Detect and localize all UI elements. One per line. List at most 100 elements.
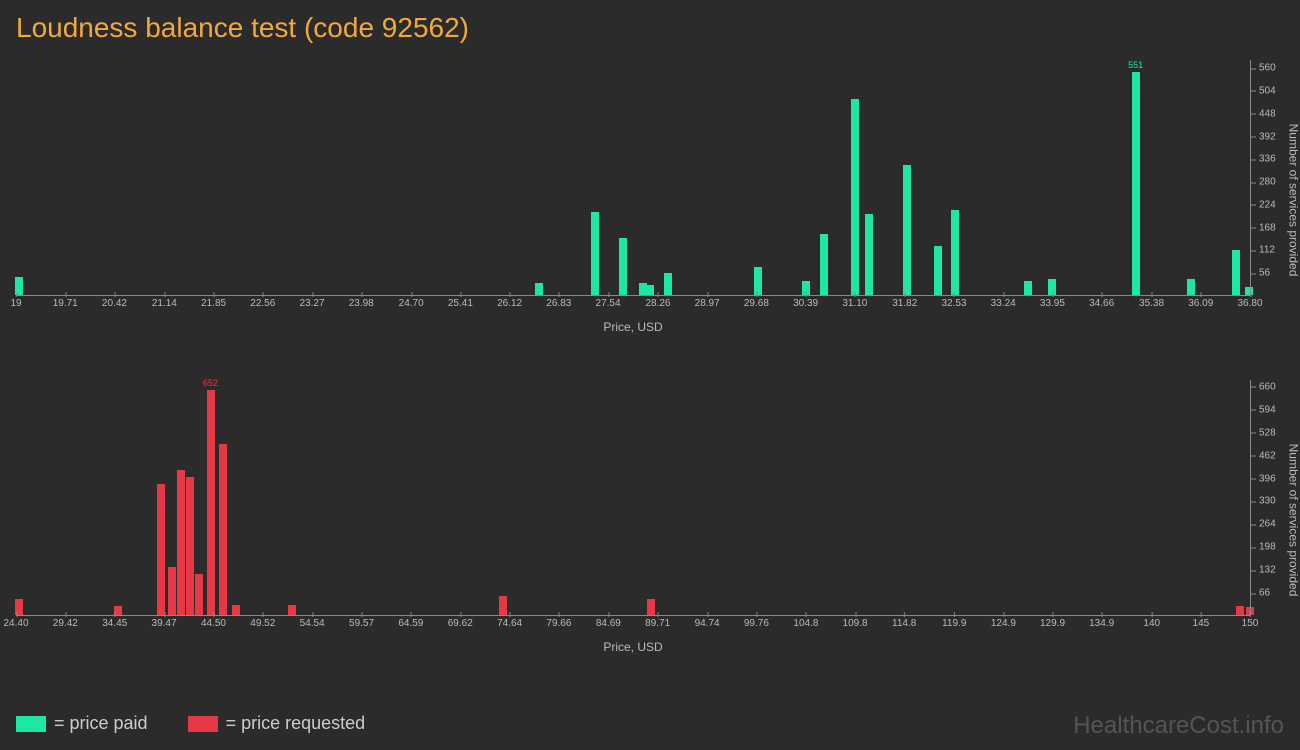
legend: = price paid = price requested xyxy=(16,713,365,734)
bar xyxy=(288,605,296,615)
x-tick: 84.69 xyxy=(596,618,621,629)
bar xyxy=(1024,281,1032,295)
x-tick: 59.57 xyxy=(349,618,374,629)
swatch-requested xyxy=(188,716,218,732)
bar xyxy=(934,246,942,295)
x-tick: 26.12 xyxy=(497,298,522,309)
x-tick: 74.64 xyxy=(497,618,522,629)
x-tick: 34.45 xyxy=(102,618,127,629)
x-tick: 119.9 xyxy=(942,618,966,629)
y-tick: 392 xyxy=(1259,131,1276,142)
x-tick: 99.76 xyxy=(744,618,769,629)
legend-item-paid: = price paid xyxy=(16,713,148,734)
bar xyxy=(619,238,627,295)
x-tick: 33.24 xyxy=(991,298,1016,309)
x-tick: 32.53 xyxy=(941,298,966,309)
x-tick: 23.27 xyxy=(300,298,325,309)
bar xyxy=(851,99,859,296)
y-tick: 504 xyxy=(1259,85,1276,96)
y-tick: 168 xyxy=(1259,222,1276,233)
bar xyxy=(186,477,194,615)
x-tick: 28.26 xyxy=(645,298,670,309)
x-tick: 140 xyxy=(1143,618,1160,629)
x-tick: 34.66 xyxy=(1089,298,1114,309)
x-tick: 145 xyxy=(1193,618,1210,629)
y-tick: 66 xyxy=(1259,588,1270,599)
y-tick: 280 xyxy=(1259,177,1276,188)
bar xyxy=(865,214,873,295)
x-tick: 44.50 xyxy=(201,618,226,629)
x-tick: 69.62 xyxy=(448,618,473,629)
x-tick: 19 xyxy=(10,298,21,309)
x-tick: 24.40 xyxy=(3,618,28,629)
x-tick: 31.82 xyxy=(892,298,917,309)
bar xyxy=(157,484,165,615)
x-axis-label: Price, USD xyxy=(603,640,662,654)
legend-label-paid: = price paid xyxy=(54,713,148,734)
y-tick: 112 xyxy=(1259,245,1275,256)
watermark: HealthcareCost.info xyxy=(1073,712,1284,740)
bar xyxy=(646,285,654,295)
legend-label-requested: = price requested xyxy=(226,713,366,734)
x-tick: 104.8 xyxy=(793,618,818,629)
bar xyxy=(177,470,185,615)
y-tick: 224 xyxy=(1259,199,1276,210)
y-tick: 56 xyxy=(1259,268,1270,279)
bar xyxy=(754,267,762,295)
x-tick: 24.70 xyxy=(399,298,424,309)
x-tick: 54.54 xyxy=(300,618,325,629)
x-tick: 109.8 xyxy=(843,618,868,629)
x-tick: 36.09 xyxy=(1188,298,1213,309)
x-tick: 25.41 xyxy=(448,298,473,309)
bar: 652 xyxy=(207,390,215,615)
bar xyxy=(820,234,828,295)
bar xyxy=(1232,250,1240,295)
x-tick: 20.42 xyxy=(102,298,127,309)
x-tick: 28.97 xyxy=(695,298,720,309)
x-tick: 21.85 xyxy=(201,298,226,309)
x-tick: 19.71 xyxy=(53,298,78,309)
bar xyxy=(1187,279,1195,295)
x-tick: 36.80 xyxy=(1237,298,1262,309)
y-tick: 396 xyxy=(1259,473,1276,484)
x-tick: 150 xyxy=(1242,618,1259,629)
x-tick: 35.38 xyxy=(1139,298,1164,309)
x-tick: 30.39 xyxy=(793,298,818,309)
x-tick: 29.68 xyxy=(744,298,769,309)
y-tick: 264 xyxy=(1259,519,1276,530)
x-tick: 114.8 xyxy=(892,618,916,629)
x-tick: 49.52 xyxy=(250,618,275,629)
bar xyxy=(195,574,203,615)
bar xyxy=(232,605,240,615)
x-axis-label: Price, USD xyxy=(603,320,662,334)
y-tick: 330 xyxy=(1259,496,1276,507)
bar xyxy=(168,567,176,615)
x-tick: 31.10 xyxy=(842,298,867,309)
bar xyxy=(219,444,227,615)
bar xyxy=(647,599,655,615)
x-tick: 64.59 xyxy=(398,618,423,629)
x-tick: 89.71 xyxy=(645,618,670,629)
legend-item-requested: = price requested xyxy=(188,713,366,734)
bar xyxy=(499,596,507,615)
swatch-paid xyxy=(16,716,46,732)
x-tick: 29.42 xyxy=(53,618,78,629)
x-tick: 79.66 xyxy=(546,618,571,629)
page-title: Loudness balance test (code 92562) xyxy=(0,0,1300,44)
y-tick: 528 xyxy=(1259,427,1276,438)
y-tick: 660 xyxy=(1259,381,1276,392)
bar xyxy=(951,210,959,295)
bar: 551 xyxy=(1132,72,1140,295)
bar xyxy=(664,273,672,295)
y-tick: 198 xyxy=(1259,542,1276,553)
chart-price-requested: 652 24.4029.4234.4539.4744.5049.5254.545… xyxy=(16,380,1250,660)
y-tick: 594 xyxy=(1259,404,1276,415)
y-tick: 336 xyxy=(1259,154,1276,165)
y-axis-label: Number of services provided xyxy=(1287,124,1300,277)
x-tick: 23.98 xyxy=(349,298,374,309)
bar xyxy=(591,212,599,295)
x-tick: 21.14 xyxy=(152,298,177,309)
x-tick: 134.9 xyxy=(1089,618,1114,629)
x-tick: 26.83 xyxy=(546,298,571,309)
bar-max-label: 652 xyxy=(203,378,218,390)
